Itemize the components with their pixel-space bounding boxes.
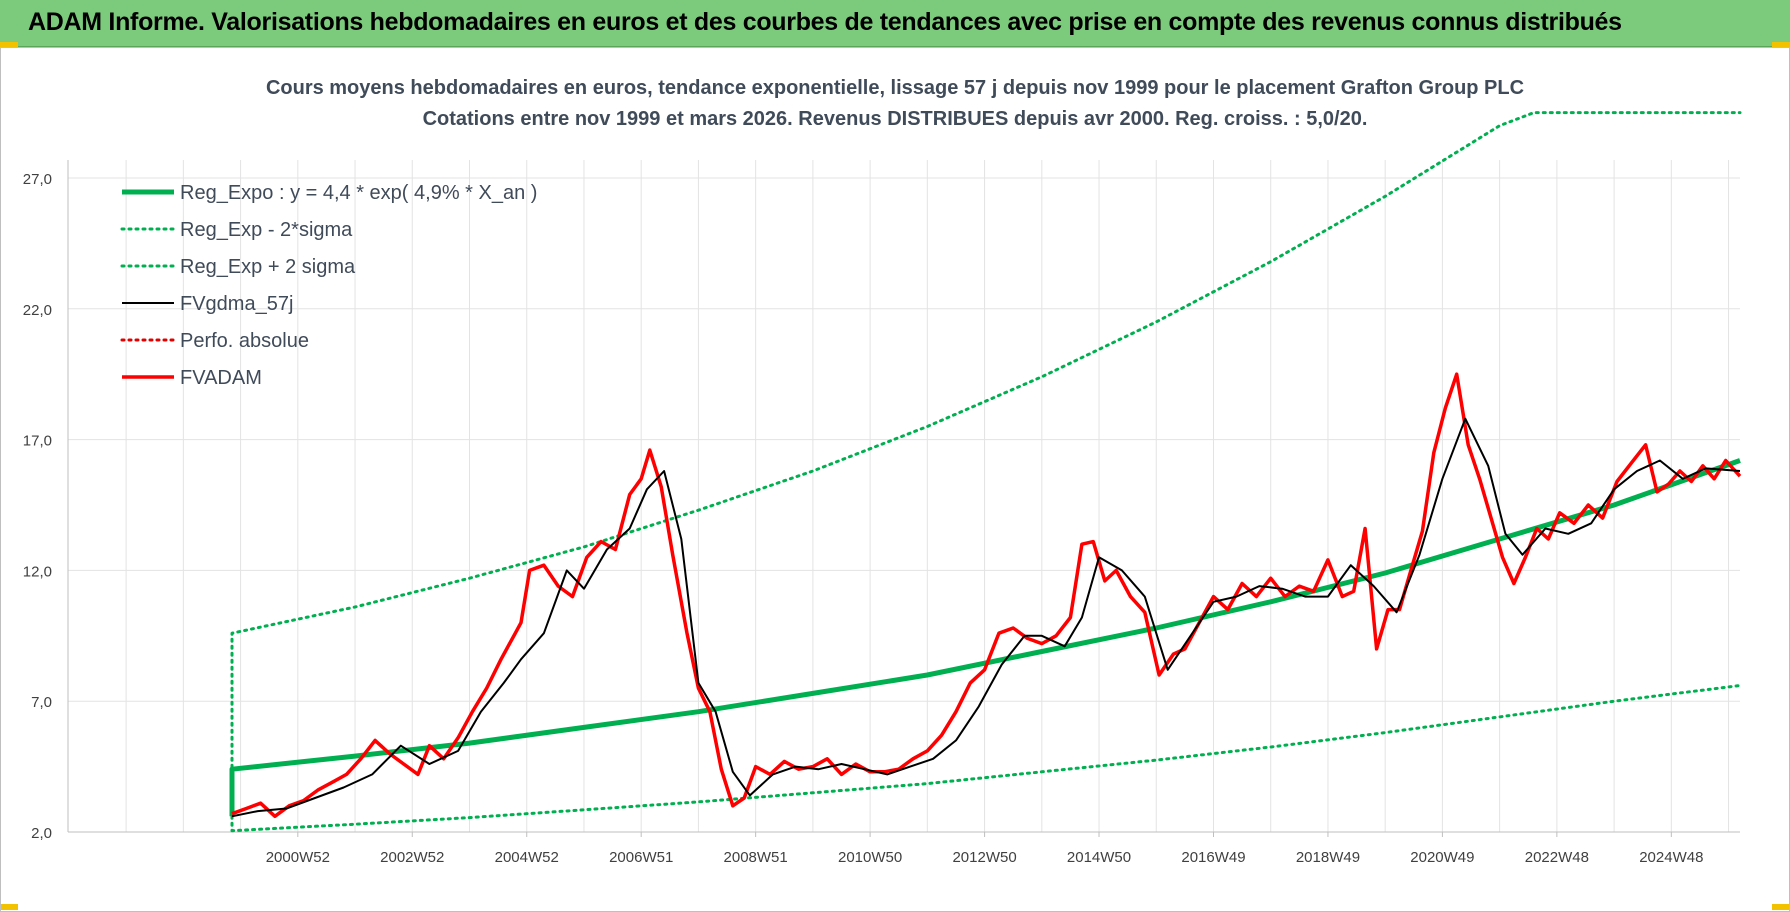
x-tick-label: 2012W50 [952, 849, 1016, 866]
corner-mark-right [1772, 42, 1790, 48]
legend: Reg_Expo : y = 4,4 * exp( 4,9% * X_an ) R… [120, 182, 537, 389]
y-tick-label: 7,0 [31, 694, 52, 711]
series-line-3 [231, 417, 1741, 818]
y-tick-label: 22,0 [23, 302, 52, 319]
y-tick-label: 2,0 [31, 825, 52, 842]
legend-label: Reg_Exp - 2*sigma [180, 219, 353, 241]
x-tick-label: 2020W49 [1410, 849, 1474, 866]
legend-label: FVgdma_57j [180, 293, 293, 315]
series [229, 111, 1742, 833]
series-line-1 [230, 684, 1742, 833]
x-tick-label: 2010W50 [838, 849, 902, 866]
chart-subtitle: Cotations entre nov 1999 et mars 2026. R… [423, 108, 1368, 130]
legend-label: Reg_Exp + 2 sigma [180, 256, 356, 278]
y-tick-label: 27,0 [23, 171, 52, 188]
series-line-2 [230, 111, 1742, 818]
banner-title: ADAM Informe. Valorisations hebdomadaire… [28, 8, 1622, 36]
corner-mark-bottom-left [0, 904, 18, 910]
y-tick-label: 12,0 [23, 563, 52, 580]
title-banner: ADAM Informe. Valorisations hebdomadaire… [0, 0, 1790, 47]
x-tick-label: 2008W51 [724, 849, 788, 866]
x-tick-label: 2014W50 [1067, 849, 1131, 866]
x-tick-label: 2002W52 [380, 849, 444, 866]
legend-label: Reg_Expo : y = 4,4 * exp( 4,9% * X_an ) [180, 182, 537, 204]
chart-title: Cours moyens hebdomadaires en euros, ten… [266, 77, 1524, 99]
series-line-5 [231, 372, 1742, 819]
x-tick-label: 2018W49 [1296, 849, 1360, 866]
legend-label: Perfo. absolue [180, 330, 309, 352]
series-line-0 [229, 458, 1741, 817]
legend-label: FVADAM [180, 367, 262, 389]
x-tick-label: 2016W49 [1181, 849, 1245, 866]
corner-mark-bottom-right [1772, 904, 1790, 910]
x-tick-label: 2004W52 [495, 849, 559, 866]
x-tick-label: 2000W52 [266, 849, 330, 866]
x-tick-label: 2022W48 [1525, 849, 1589, 866]
x-tick-label: 2024W48 [1639, 849, 1703, 866]
x-tick-label: 2006W51 [609, 849, 673, 866]
corner-mark-left [0, 42, 18, 48]
axes: 2,0 7,0 12,0 17,0 22,0 27,0 2000W52 2002W52 2004… [23, 160, 1740, 866]
y-tick-label: 17,0 [23, 433, 52, 450]
